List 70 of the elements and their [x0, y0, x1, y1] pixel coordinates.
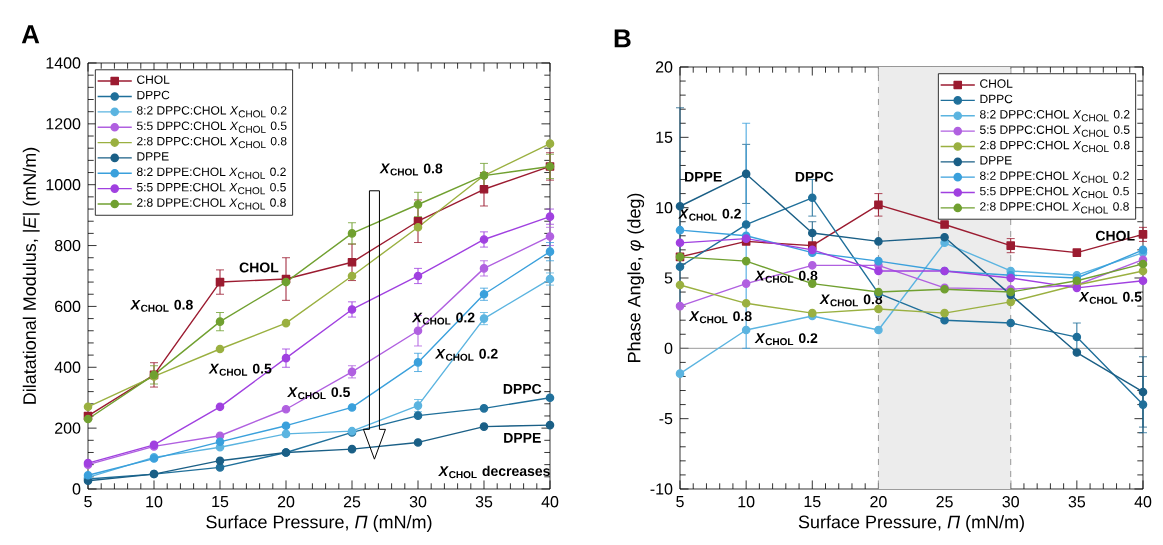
x-tick-label: 35	[1068, 496, 1086, 508]
y-tick-label: 15	[656, 131, 673, 143]
x-tick-label: 15	[212, 496, 229, 508]
x-tick-label: 25	[936, 496, 953, 508]
y-tick-label: -5	[659, 413, 673, 425]
legend-label: 8:2 DPPC:CHOL X$_{CHOL}$ 0.2	[137, 106, 287, 118]
y-tick-label: 600	[55, 300, 81, 313]
annotation: X$_{CHOL}$ 0.8	[379, 163, 443, 176]
legend-label: 2:8 DPPE:CHOL X$_{CHOL}$ 0.8	[137, 198, 286, 210]
annotation: X$_{CHOL}$ 0.8	[754, 270, 818, 283]
x-tick-label: 20	[277, 496, 295, 508]
x-tick-label: 30	[409, 496, 427, 508]
x-tick-label: 40	[1134, 496, 1152, 508]
y-tick-label: -10	[650, 483, 673, 495]
annotation: X$_{CHOL}$ 0.2	[434, 348, 498, 361]
x-tick-label: 40	[541, 496, 559, 508]
legend-label: 2:8 DPPC:CHOL X$_{CHOL}$ 0.8	[137, 136, 287, 149]
legend-label: 8:2 DPPE:CHOL X$_{CHOL}$ 0.2	[137, 167, 286, 179]
legend-label: 5:5 DPPC:CHOL X$_{CHOL}$ 0.5	[136, 121, 287, 133]
annotation: X$_{CHOL}$ 0.8	[129, 299, 193, 312]
annotation: CHOL	[239, 262, 279, 273]
legend-label: 5:5 DPPE:CHOL X$_{CHOL}$ 0.5	[136, 182, 286, 195]
annotation: X$_{CHOL}$ 0.5	[1078, 291, 1142, 304]
legend-label: DPPE	[980, 156, 1012, 165]
x-tick-label: 15	[804, 496, 821, 508]
annotation: X$_{CHOL}$ 0.5	[208, 363, 272, 376]
legend-label: 2:8 DPPE:CHOL X$_{CHOL}$ 0.8	[980, 202, 1129, 214]
y-tick-label: 0	[664, 342, 673, 354]
legend-label: CHOL	[980, 79, 1013, 88]
chart-title: B	[614, 29, 631, 48]
y-tick-label: 0	[72, 483, 81, 495]
annotation: X$_{CHOL}$ 0.2	[754, 333, 818, 346]
legend-label: DPPC	[137, 90, 170, 100]
legend-label: CHOL	[137, 75, 170, 84]
y-axis-title: Phase Angle, φ (deg)	[627, 193, 645, 362]
annotation: DPPC	[503, 383, 542, 394]
x-tick-label: 5	[84, 496, 92, 508]
legend-label: 5:5 DPPC:CHOL X$_{CHOL}$ 0.5	[979, 125, 1130, 137]
legend-label: 8:2 DPPE:CHOL X$_{CHOL}$ 0.2	[980, 171, 1129, 183]
y-tick-label: 1400	[46, 57, 81, 69]
y-tick-label: 200	[55, 422, 81, 434]
y-tick-label: 5	[664, 272, 673, 284]
x-tick-label: 25	[343, 496, 361, 508]
annotation: DPPE	[685, 171, 722, 182]
y-tick-label: 10	[656, 202, 673, 214]
x-tick-label: 10	[738, 496, 755, 508]
y-tick-label: 1000	[46, 179, 81, 191]
legend-label: 2:8 DPPC:CHOL X$_{CHOL}$ 0.8	[980, 140, 1130, 153]
y-tick-label: 20	[655, 61, 673, 73]
annotation: DPPC	[795, 171, 834, 182]
x-tick-label: 10	[146, 496, 163, 508]
x-tick-label: 30	[1002, 496, 1019, 508]
annotation: CHOL	[1095, 230, 1135, 241]
legend-label: DPPC	[980, 94, 1013, 104]
legend-label: 8:2 DPPC:CHOL X$_{CHOL}$ 0.2	[980, 110, 1130, 122]
x-axis-title: Surface Pressure, Π (mN/m)	[798, 515, 1024, 532]
y-axis-title: Dilatational Modulus, |E| (mN/m)	[22, 147, 40, 404]
x-tick-label: 5	[676, 496, 684, 508]
x-tick-label: 35	[475, 496, 493, 508]
annotation: X$_{CHOL}$ 0.8	[688, 311, 752, 324]
x-tick-label: 20	[870, 496, 887, 508]
y-tick-label: 800	[54, 239, 81, 252]
legend-label: DPPE	[137, 152, 169, 161]
annotation: DPPE	[504, 433, 541, 443]
y-tick-label: 1200	[46, 118, 81, 130]
annotation: X$_{CHOL}$ decreases	[438, 465, 550, 479]
y-tick-label: 400	[54, 361, 81, 373]
legend-label: 5:5 DPPE:CHOL X$_{CHOL}$ 0.5	[979, 186, 1129, 199]
x-axis-title: Surface Pressure, Π (mN/m)	[206, 515, 432, 532]
chart-title: A	[21, 25, 40, 44]
